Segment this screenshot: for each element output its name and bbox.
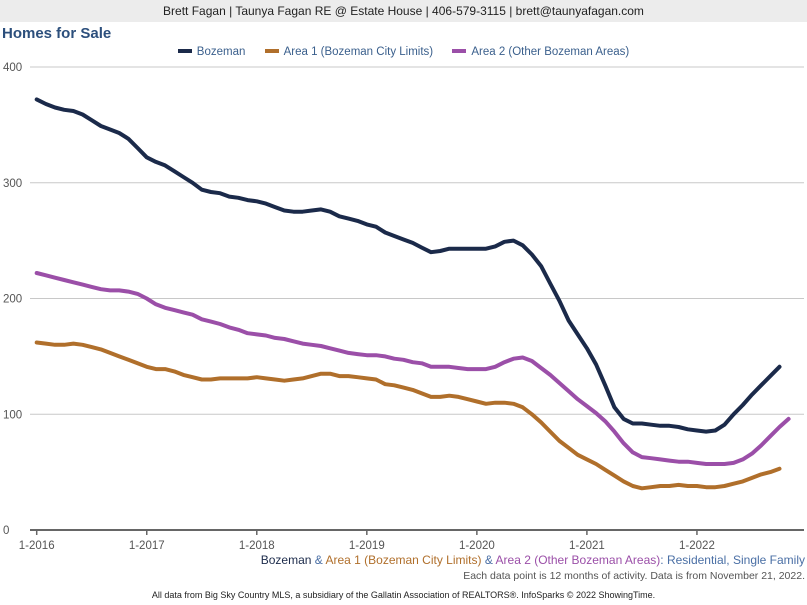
y-tick-label: 400 [3, 62, 22, 74]
legend-item-bozeman[interactable]: Bozeman [177, 46, 246, 58]
legend-label-area2: Area 2 (Other Bozeman Areas) [471, 46, 630, 58]
x-axis: 1-2016 1-2017 1-2018 1-2019 1-2020 1-2021 1-20… [19, 529, 804, 552]
y-tick-label: 200 [3, 294, 22, 306]
legend-swatch-area2 [452, 48, 467, 53]
series-desc-area1: Area 1 (Bozeman City Limits) [325, 553, 482, 567]
gridlines [30, 66, 804, 415]
x-tick-label: 1-2022 [679, 540, 715, 552]
x-tick-label: 1-2017 [129, 540, 165, 552]
data-note: Each data point is 12 months of activity… [463, 570, 805, 582]
legend-swatch-area1 [264, 48, 279, 53]
series-desc-sep: & [311, 553, 326, 567]
series-desc-property-type: Residential, Single Family [666, 553, 805, 567]
series-desc-sep: : [660, 553, 667, 567]
legend-label-area1: Area 1 (Bozeman City Limits) [283, 46, 434, 58]
series-desc-area2: Area 2 (Other Bozeman Areas) [495, 553, 661, 567]
y-tick-label: 0 [3, 525, 9, 537]
y-tick-label: 100 [3, 409, 22, 421]
x-tick-label: 1-2016 [19, 540, 55, 552]
legend-item-area1[interactable]: Area 1 (Bozeman City Limits) [264, 46, 434, 58]
series-line-area-2-other-bozeman-areas[interactable] [34, 271, 791, 466]
legend-swatch-bozeman [177, 48, 192, 53]
chart-legend: Bozeman Area 1 (Bozeman City Limits) Are… [0, 46, 807, 58]
series-description: Bozeman & Area 1 (Bozeman City Limits) &… [261, 553, 805, 567]
y-tick-label: 300 [3, 178, 22, 190]
contact-header: Brett Fagan | Taunya Fagan RE @ Estate H… [0, 0, 807, 22]
x-tick-label: 1-2020 [459, 540, 495, 552]
x-tick-label: 1-2019 [349, 540, 385, 552]
series-desc-bozeman: Bozeman [260, 553, 312, 567]
legend-item-area2[interactable]: Area 2 (Other Bozeman Areas) [452, 46, 629, 58]
series-desc-sep: & [481, 553, 496, 567]
series-lines [34, 97, 791, 491]
legend-label-bozeman: Bozeman [196, 46, 246, 58]
y-axis-ticks: 0 100 200 300 400 [3, 62, 22, 537]
x-tick-label: 1-2021 [569, 540, 605, 552]
series-line-bozeman[interactable] [34, 97, 782, 434]
data-source: All data from Big Sky Country MLS, a sub… [151, 590, 656, 600]
series-line-area-1-bozeman-city-limits[interactable] [34, 340, 782, 491]
x-tick-label: 1-2018 [239, 540, 275, 552]
chart-title: Homes for Sale [2, 25, 112, 42]
